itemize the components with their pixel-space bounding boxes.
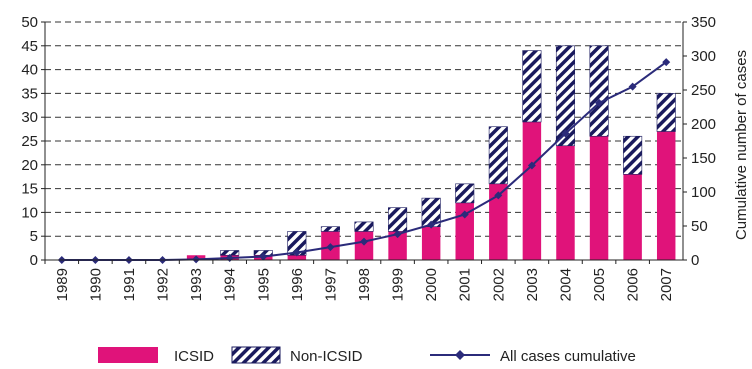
left-tick-label: 50 [21, 14, 38, 31]
right-tick-label: 350 [691, 14, 716, 31]
legend-marker-cumulative [455, 350, 465, 360]
legend-swatch-non-icsid [231, 346, 281, 364]
bar-icsid [623, 174, 642, 260]
cumulative-point [595, 98, 604, 107]
legend-label-non-icsid: Non-ICSID [290, 348, 363, 365]
x-tick-label: 1995 [255, 268, 272, 301]
bar-icsid [489, 183, 508, 260]
cumulative-point [460, 210, 469, 219]
bar-non-icsid [388, 207, 408, 232]
right-tick-label: 50 [691, 218, 708, 235]
cumulative-point [662, 58, 671, 67]
x-tick-label: 1996 [289, 268, 306, 301]
legend-label-cumulative: All cases cumulative [500, 348, 636, 365]
x-tick-label: 2004 [557, 268, 574, 301]
cumulative-point [326, 243, 335, 252]
x-tick-label: 2002 [490, 268, 507, 301]
x-tick-label: 2006 [625, 268, 642, 301]
bar-non-icsid [488, 126, 508, 185]
cumulative-point [494, 191, 503, 200]
bar-icsid [556, 145, 575, 260]
legend-label-icsid: ICSID [174, 348, 214, 365]
left-tick-label: 10 [21, 204, 38, 221]
x-tick-label: 2007 [658, 268, 675, 301]
bar-non-icsid [623, 135, 643, 175]
right-tick-label: 0 [691, 252, 699, 269]
bar-non-icsid [320, 226, 340, 232]
x-tick-label: 2005 [591, 268, 608, 301]
cumulative-point [393, 230, 402, 239]
legend-swatch-icsid [98, 347, 158, 363]
x-tick-label: 1997 [322, 268, 339, 301]
right-tick-label: 100 [691, 184, 716, 201]
cumulative-point [527, 161, 536, 170]
cumulative-point [259, 252, 268, 261]
left-tick-label: 30 [21, 109, 38, 126]
left-tick-label: 0 [30, 252, 38, 269]
x-tick-label: 1993 [188, 268, 205, 301]
cumulative-point [561, 129, 570, 138]
bar-icsid [287, 255, 307, 260]
cumulative-point [628, 82, 637, 91]
legend: ICSID Non-ICSID All cases cumulative [98, 346, 636, 365]
cumulative-point [427, 220, 436, 229]
left-tick-label: 5 [30, 228, 38, 245]
right-tick-label: 150 [691, 150, 716, 167]
left-tick-label: 15 [21, 181, 38, 198]
cumulative-point [360, 237, 368, 246]
bar-icsid [421, 226, 441, 260]
x-tick-label: 1994 [222, 268, 239, 301]
bar-icsid [388, 231, 407, 260]
x-tick-label: 1989 [54, 268, 71, 301]
bar-non-icsid [455, 183, 475, 204]
x-tick-label: 1999 [390, 268, 407, 301]
x-tick-label: 1992 [155, 268, 172, 301]
bar-non-icsid [656, 93, 676, 132]
x-tick-label: 2001 [457, 268, 474, 301]
left-tick-label: 45 [21, 38, 38, 55]
x-tick-label: 1998 [356, 268, 373, 301]
bar-non-icsid [555, 45, 576, 147]
cumulative-point [192, 255, 201, 264]
gridlines [45, 21, 683, 237]
x-tick-label: 2003 [524, 268, 541, 301]
left-tick-label: 35 [21, 85, 38, 102]
bar-icsid [522, 121, 542, 261]
bar-non-icsid [522, 50, 542, 123]
x-tick-label: 2000 [423, 268, 440, 301]
cumulative-point [292, 248, 301, 257]
x-tick-label: 1991 [121, 268, 138, 301]
bar-icsid [656, 131, 676, 260]
right-tick-label: 250 [691, 82, 716, 99]
right-tick-label: 300 [691, 48, 716, 65]
left-tick-label: 25 [21, 133, 38, 150]
axes: 0 5 10 15 20 25 30 35 40 45 50 0 50 100 150 200 250 300 35… [21, 14, 716, 301]
right-tick-label: 200 [691, 116, 716, 133]
bar-icsid [455, 202, 474, 260]
bar-icsid [589, 136, 609, 260]
x-tick-label: 1990 [87, 268, 104, 301]
bar-non-icsid [354, 221, 374, 232]
bar-icsid [354, 231, 374, 260]
left-tick-label: 40 [21, 62, 38, 79]
left-tick-label: 20 [21, 157, 38, 174]
bar-non-icsid [589, 45, 609, 137]
right-axis-title: Cumulative number of cases [733, 50, 750, 240]
